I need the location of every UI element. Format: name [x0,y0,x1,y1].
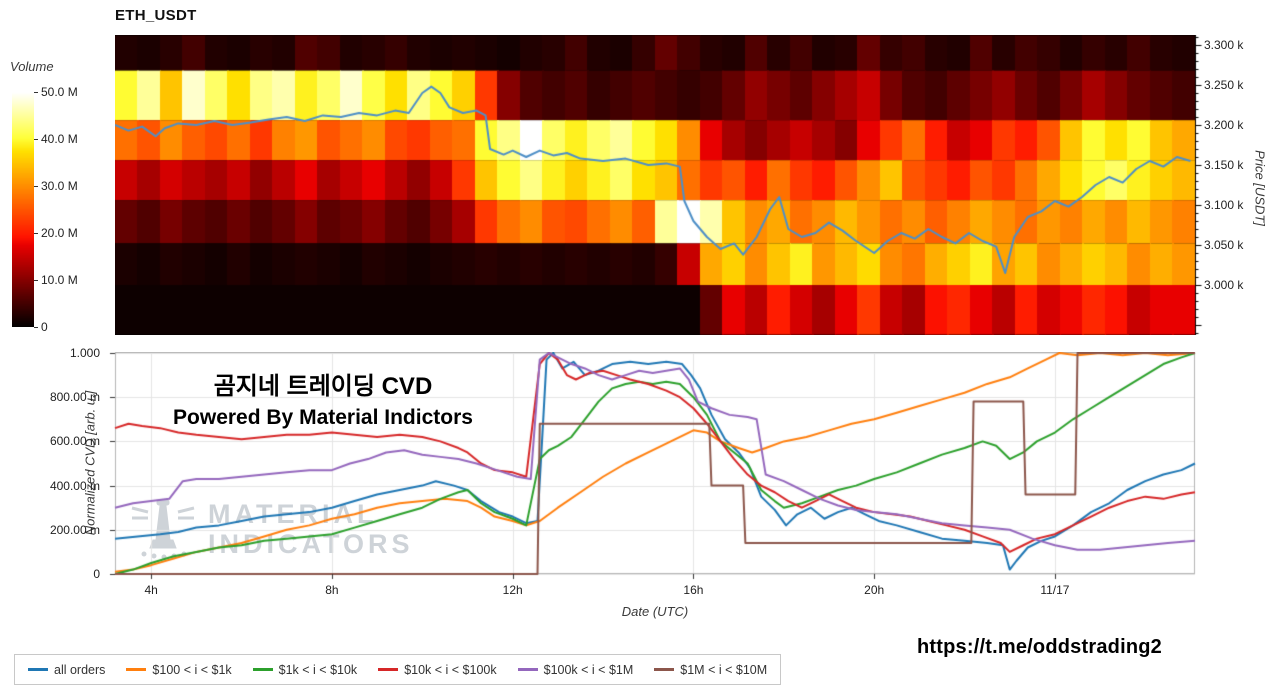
legend-item[interactable]: $1M < i < $10M [654,663,767,677]
volume-tick-label: 0 [41,320,48,334]
telegram-url-text: https://t.me/oddstrading2 [917,636,1162,658]
legend-item-label: $10k < i < $100k [404,662,497,677]
overlay-title: 곰지네 트레이딩 CVD [213,373,433,400]
legend-swatch [252,668,273,671]
legend-swatch [28,668,48,671]
volume-tick-label: 40.0 M [41,132,78,147]
x-axis-label: Date (UTC) [621,604,689,619]
volume-heatmap-canvas[interactable] [115,35,1207,335]
volume-tick-mark [34,139,38,140]
volume-tick-mark [34,186,38,187]
volume-colorbar [12,78,34,327]
volume-tick-mark [34,233,38,234]
volume-tick-label: 10.0 M [41,273,78,288]
legend-swatch [378,668,399,671]
cvd-xtick-label: 4h [144,583,158,597]
cvd-xtick-label: 11/17 [1040,583,1070,597]
volume-tick-mark [34,280,38,281]
price-tick-label: 3.300 k [1204,38,1244,52]
cvd-chart-canvas[interactable] [107,352,1200,581]
cvd-xtick-label: 12h [502,583,523,597]
legend-item-label: $1k < i < $10k [278,662,358,677]
legend-swatch [517,668,538,671]
price-axis-label: Price [USDT] [1252,150,1268,226]
legend-item-label: $100 < i < $1k [152,662,232,677]
legend-item[interactable]: $100 < i < $1k [126,662,232,677]
volume-tick-mark [34,327,38,328]
cvd-ytick-label: 1.000 [69,346,100,360]
price-tick-label: 3.100 k [1204,198,1244,212]
overlay-subtitle: Powered By Material Indictors [173,406,473,429]
legend-box: all orders $100 < i < $1k $1k < i < $10k $1… [14,654,782,685]
legend-item[interactable]: $100k < i < $1M [517,662,634,677]
legend-item-label: $100k < i < $1M [543,662,634,677]
price-tick-label: 3.250 k [1204,78,1244,92]
legend-item[interactable]: $10k < i < $100k [378,662,497,677]
volume-tick-label: 50.0 M [41,85,78,100]
cvd-xtick-label: 8h [325,583,339,597]
volume-tick-label: 20.0 M [41,226,78,241]
price-tick-label: 3.050 k [1204,238,1244,252]
legend-item[interactable]: $1k < i < $10k [252,662,358,677]
cvd-xtick-label: 20h [864,583,885,597]
volume-axis-label: Volume [10,59,54,74]
chart-overlay-text: 곰지네 트레이딩 CVD Powered By Material Indicto… [118,366,528,430]
cvd-y-axis-label: Normalized CVD [arb. u.] [82,390,98,536]
price-tick-label: 3.150 k [1204,158,1244,172]
legend-swatch [126,668,147,671]
price-tick-label: 3.200 k [1204,118,1244,132]
cvd-xtick-label: 16h [683,583,704,597]
legend-item-label: $1M < i < $10M [680,662,768,677]
cvd-ytick-label: 0 [93,567,100,581]
page-title: ETH_USDT [115,7,197,24]
legend-item-label: all orders [54,662,106,677]
legend-item[interactable]: all orders [28,663,105,677]
legend-swatch [654,668,675,671]
volume-tick-mark [34,92,38,93]
price-tick-label: 3.000 k [1204,278,1244,292]
volume-tick-label: 30.0 M [41,179,78,194]
